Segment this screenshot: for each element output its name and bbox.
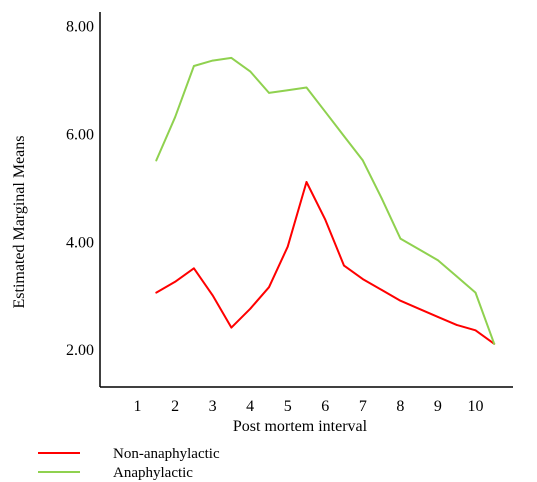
data-point [268,286,270,288]
data-point [455,275,458,278]
y-axis-label: Estimated Marginal Means [11,136,28,309]
data-point [418,248,420,251]
y-tick-labels: 2.00 4.00 6.00 8.00 [66,18,94,359]
series-line-non-anaphylactic [155,181,496,345]
data-point [362,278,364,280]
x-tick-label: 5 [284,398,292,415]
data-point [324,218,327,221]
data-point [474,329,477,332]
data-point [418,307,420,310]
data-point [343,264,345,267]
data-point [193,65,195,67]
data-point [399,299,402,302]
x-tick-label: 6 [321,398,329,415]
x-tick-label: 3 [209,398,217,415]
data-point [380,289,383,291]
data-point [493,343,496,345]
legend: Non-anaphylactic Anaphylactic [38,446,220,481]
data-point [324,111,327,113]
x-tick-label: 7 [359,398,367,415]
data-point [455,324,458,326]
x-tick-label: 9 [434,398,442,415]
x-tick-label: 1 [134,398,142,415]
x-axis-label: Post mortem interval [233,418,368,435]
x-tick-label: 10 [467,398,483,415]
data-point [211,59,214,62]
y-tick-label: 2.00 [66,342,94,359]
y-tick-label: 6.00 [66,126,94,143]
y-tick-label: 8.00 [66,18,94,35]
legend-label: Anaphylactic [113,465,193,481]
data-point [249,307,251,310]
data-point [286,245,289,248]
data-point [193,267,195,270]
data-point [211,294,214,297]
data-point [380,197,383,199]
data-point [230,326,233,329]
data-point [249,70,251,73]
series-lines [155,56,496,345]
data-point [155,159,158,162]
data-point [286,89,289,92]
data-point [362,159,364,162]
x-tick-label: 8 [396,398,404,415]
data-point [155,291,158,294]
data-point [437,259,439,262]
legend-label: Non-anaphylactic [113,446,220,462]
x-tick-labels: 1 2 3 4 5 6 7 8 9 10 [134,398,484,415]
data-point [437,316,439,318]
data-point [305,181,308,183]
y-tick-label: 4.00 [66,234,94,251]
x-tick-label: 4 [246,398,254,415]
data-point [268,92,270,94]
x-tick-label: 2 [171,398,179,415]
data-point [230,57,233,59]
data-point [343,135,345,137]
data-point [174,280,176,283]
data-point [305,86,308,89]
data-point [474,291,477,294]
series-line-anaphylactic [155,56,496,345]
data-point [399,237,402,240]
data-point [174,116,176,119]
